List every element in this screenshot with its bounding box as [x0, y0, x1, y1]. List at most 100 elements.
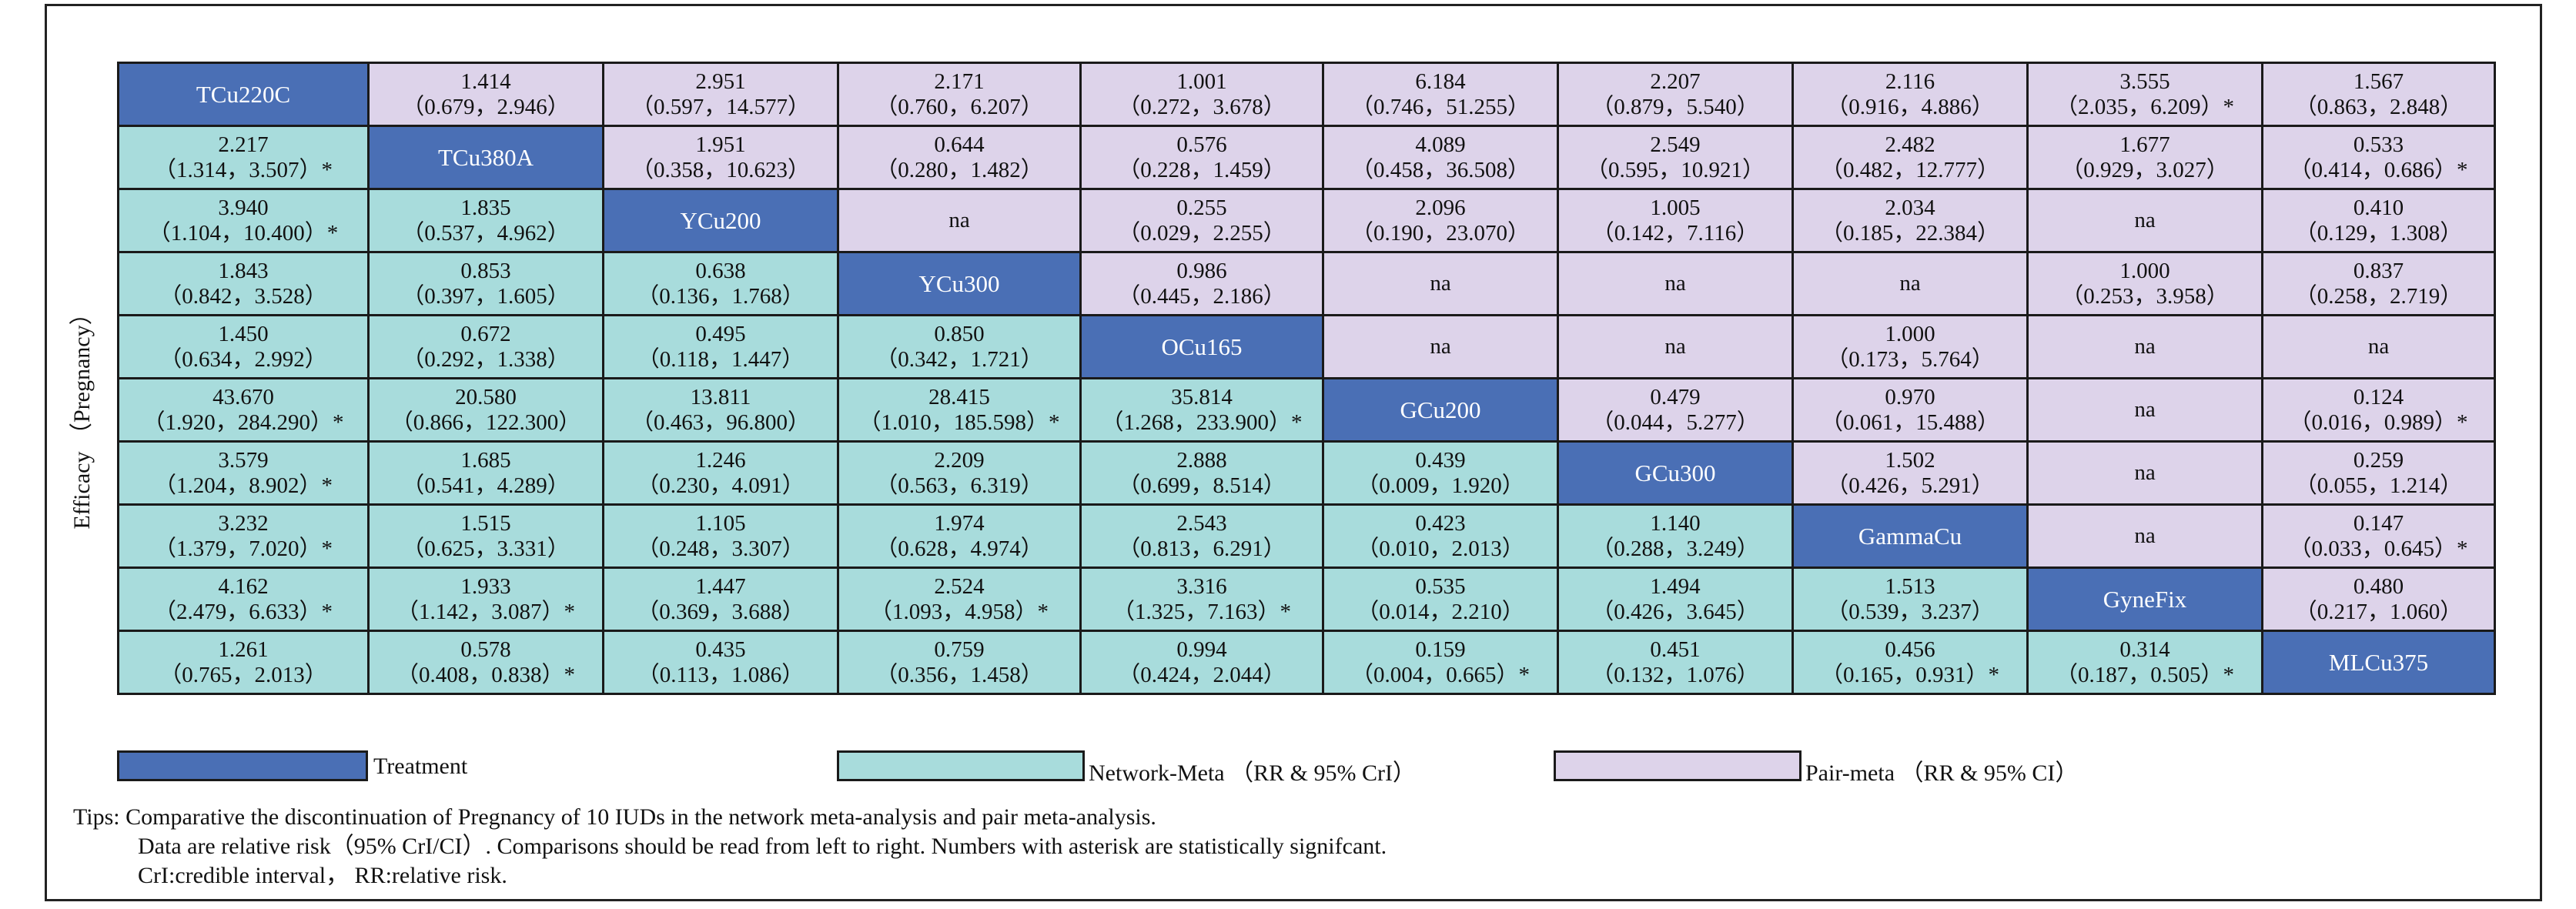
ci-range: （0.597，14.577）	[631, 94, 810, 119]
treatment-cell: MLCu375	[2261, 630, 2496, 695]
pair-meta-cell: na	[2026, 440, 2263, 506]
network-meta-cell: 0.578 （0.408，0.838）*	[367, 630, 604, 695]
network-meta-cell: 1.447 （0.369，3.688）	[602, 566, 839, 632]
treatment-cell: TCu380A	[367, 125, 604, 190]
network-meta-cell: 0.314 （0.187，0.505）*	[2026, 630, 2263, 695]
ci-range: （0.563，6.319）	[875, 473, 1043, 498]
legend-network-label: Network-Meta （RR & 95% CrI）	[1089, 760, 1416, 786]
network-meta-cell: 1.685 （0.541，4.289）	[367, 440, 604, 506]
rr-value: 1.105	[695, 510, 746, 536]
rr-value: 0.638	[695, 258, 746, 283]
pair-meta-cell: na	[2026, 314, 2263, 379]
treatment-cell: GyneFix	[2026, 566, 2263, 632]
ci-range: （1.010，185.598）*	[858, 409, 1060, 435]
rr-value: 13.811	[690, 384, 751, 409]
pair-meta-cell: 1.001 （0.272，3.678）	[1079, 62, 1324, 127]
ci-range: （0.813，6.291）	[1118, 536, 1286, 561]
treatment-cell: YCu200	[602, 188, 839, 253]
ci-range: （1.268，233.900）*	[1101, 409, 1303, 435]
pair-meta-cell: 1.951 （0.358，10.623）	[602, 125, 839, 190]
network-meta-cell: 0.638 （0.136，1.768）	[602, 251, 839, 316]
ci-range: （0.136，1.768）	[637, 283, 805, 309]
rr-value: 0.970	[1885, 384, 1935, 409]
rr-value: 0.672	[460, 321, 511, 346]
network-meta-cell: 3.316 （1.325，7.163）*	[1079, 566, 1324, 632]
pair-meta-cell: na	[1322, 251, 1559, 316]
ci-range: （0.342，1.721）	[875, 346, 1043, 372]
ci-range: （0.272，3.678）	[1118, 94, 1286, 119]
ci-range: （0.228，1.459）	[1118, 157, 1286, 182]
table-row: 1.843 （0.842，3.528） 0.853 （0.397，1.605） 0.63…	[117, 251, 2496, 316]
table-row: 2.217 （1.314，3.507）* TCu380A 1.951 （0.358，10…	[117, 125, 2496, 190]
ci-range: （0.061，15.488）	[1820, 409, 1999, 435]
table-row: 3.232 （1.379，7.020）* 1.515 （0.625，3.331） 1.1…	[117, 503, 2496, 569]
network-meta-cell: 0.451 （0.132，1.076）	[1557, 630, 1794, 695]
ci-range: （1.920，284.290）*	[142, 409, 344, 435]
ci-range: （0.842，3.528）	[159, 283, 327, 309]
network-meta-cell: 1.140 （0.288，3.249）	[1557, 503, 1794, 569]
pair-meta-cell: na	[1557, 251, 1794, 316]
ci-range: （0.230，4.091）	[637, 473, 805, 498]
pair-meta-cell: 0.644 （0.280，1.482）	[837, 125, 1082, 190]
rr-value: 0.259	[2353, 447, 2404, 473]
network-meta-cell: 0.495 （0.118，1.447）	[602, 314, 839, 379]
ci-range: （0.292，1.338）	[402, 346, 570, 372]
ci-range: （0.113，1.086）	[637, 662, 805, 687]
pair-meta-cell: 0.576 （0.228，1.459）	[1079, 125, 1324, 190]
rr-value: 1.447	[695, 573, 746, 599]
network-meta-cell: 2.888 （0.699，8.514）	[1079, 440, 1324, 506]
rr-value: 0.495	[695, 321, 746, 346]
ci-range: （0.253，3.958）	[2061, 283, 2229, 309]
rr-value: 3.316	[1176, 573, 1227, 599]
figure-frame	[45, 4, 2542, 901]
rr-value: 1.000	[2119, 258, 2170, 283]
tips-note: Tips: Comparative the discontinuation of…	[73, 803, 1387, 891]
legend-treatment-swatch	[117, 750, 368, 781]
pair-meta-cell: 0.124 （0.016，0.989）*	[2261, 377, 2496, 443]
ci-range: （0.280，1.482）	[875, 157, 1043, 182]
ci-range: （0.424，2.044）	[1118, 662, 1286, 687]
network-meta-cell: 2.524 （1.093，4.958）*	[837, 566, 1082, 632]
rr-value: 1.261	[218, 637, 269, 662]
ci-range: （0.679，2.946）	[402, 94, 570, 119]
rr-value: 1.933	[460, 573, 511, 599]
table-row: 43.670 （1.920，284.290）* 20.580 （0.866，122.3…	[117, 377, 2496, 443]
pair-meta-cell: 0.410 （0.129，1.308）	[2261, 188, 2496, 253]
pair-meta-cell: 2.482 （0.482，12.777）	[1791, 125, 2029, 190]
rr-value: 2.096	[1415, 195, 1466, 220]
rr-value: 2.209	[934, 447, 985, 473]
ci-range: （0.916，4.886）	[1826, 94, 1994, 119]
pair-meta-cell: 1.502 （0.426，5.291）	[1791, 440, 2029, 506]
network-meta-cell: 0.672 （0.292，1.338）	[367, 314, 604, 379]
ci-range: （0.760，6.207）	[875, 94, 1043, 119]
ci-range: （0.866，122.300）	[390, 409, 581, 435]
network-meta-cell: 4.162 （2.479，6.633）*	[117, 566, 370, 632]
rr-value: 3.940	[218, 195, 269, 220]
ci-range: （0.029，2.255）	[1118, 220, 1286, 246]
pair-meta-cell: 0.970 （0.061，15.488）	[1791, 377, 2029, 443]
pair-meta-cell: 2.207 （0.879，5.540）	[1557, 62, 1794, 127]
ci-range: （1.204，8.902）*	[153, 473, 333, 498]
treatment-cell: YCu300	[837, 251, 1082, 316]
ci-range: （1.104，10.400）*	[148, 220, 339, 246]
pair-meta-cell: 1.567 （0.863，2.848）	[2261, 62, 2496, 127]
ci-range: （1.142，3.087）*	[396, 599, 575, 624]
network-meta-cell: 3.940 （1.104，10.400）*	[117, 188, 370, 253]
network-meta-cell: 0.435 （0.113，1.086）	[602, 630, 839, 695]
rr-value: 1.140	[1650, 510, 1701, 536]
rr-value: 0.994	[1176, 637, 1227, 662]
rr-value: 0.986	[1176, 258, 1227, 283]
rr-value: 1.246	[695, 447, 746, 473]
ci-range: （0.595，10.921）	[1585, 157, 1765, 182]
network-meta-cell: 28.415 （1.010，185.598）*	[837, 377, 1082, 443]
ci-range: （0.539，3.237）	[1826, 599, 1994, 624]
rr-value: 43.670	[212, 384, 274, 409]
network-meta-cell: 1.246 （0.230，4.091）	[602, 440, 839, 506]
ci-range: （0.699，8.514）	[1118, 473, 1286, 498]
legend-network-swatch	[837, 750, 1085, 781]
network-meta-cell: 3.232 （1.379，7.020）*	[117, 503, 370, 569]
rr-value: 2.116	[1885, 69, 1935, 94]
rr-value: 3.579	[218, 447, 269, 473]
rr-value: 2.888	[1176, 447, 1227, 473]
ci-range: （0.010，2.013）	[1357, 536, 1524, 561]
